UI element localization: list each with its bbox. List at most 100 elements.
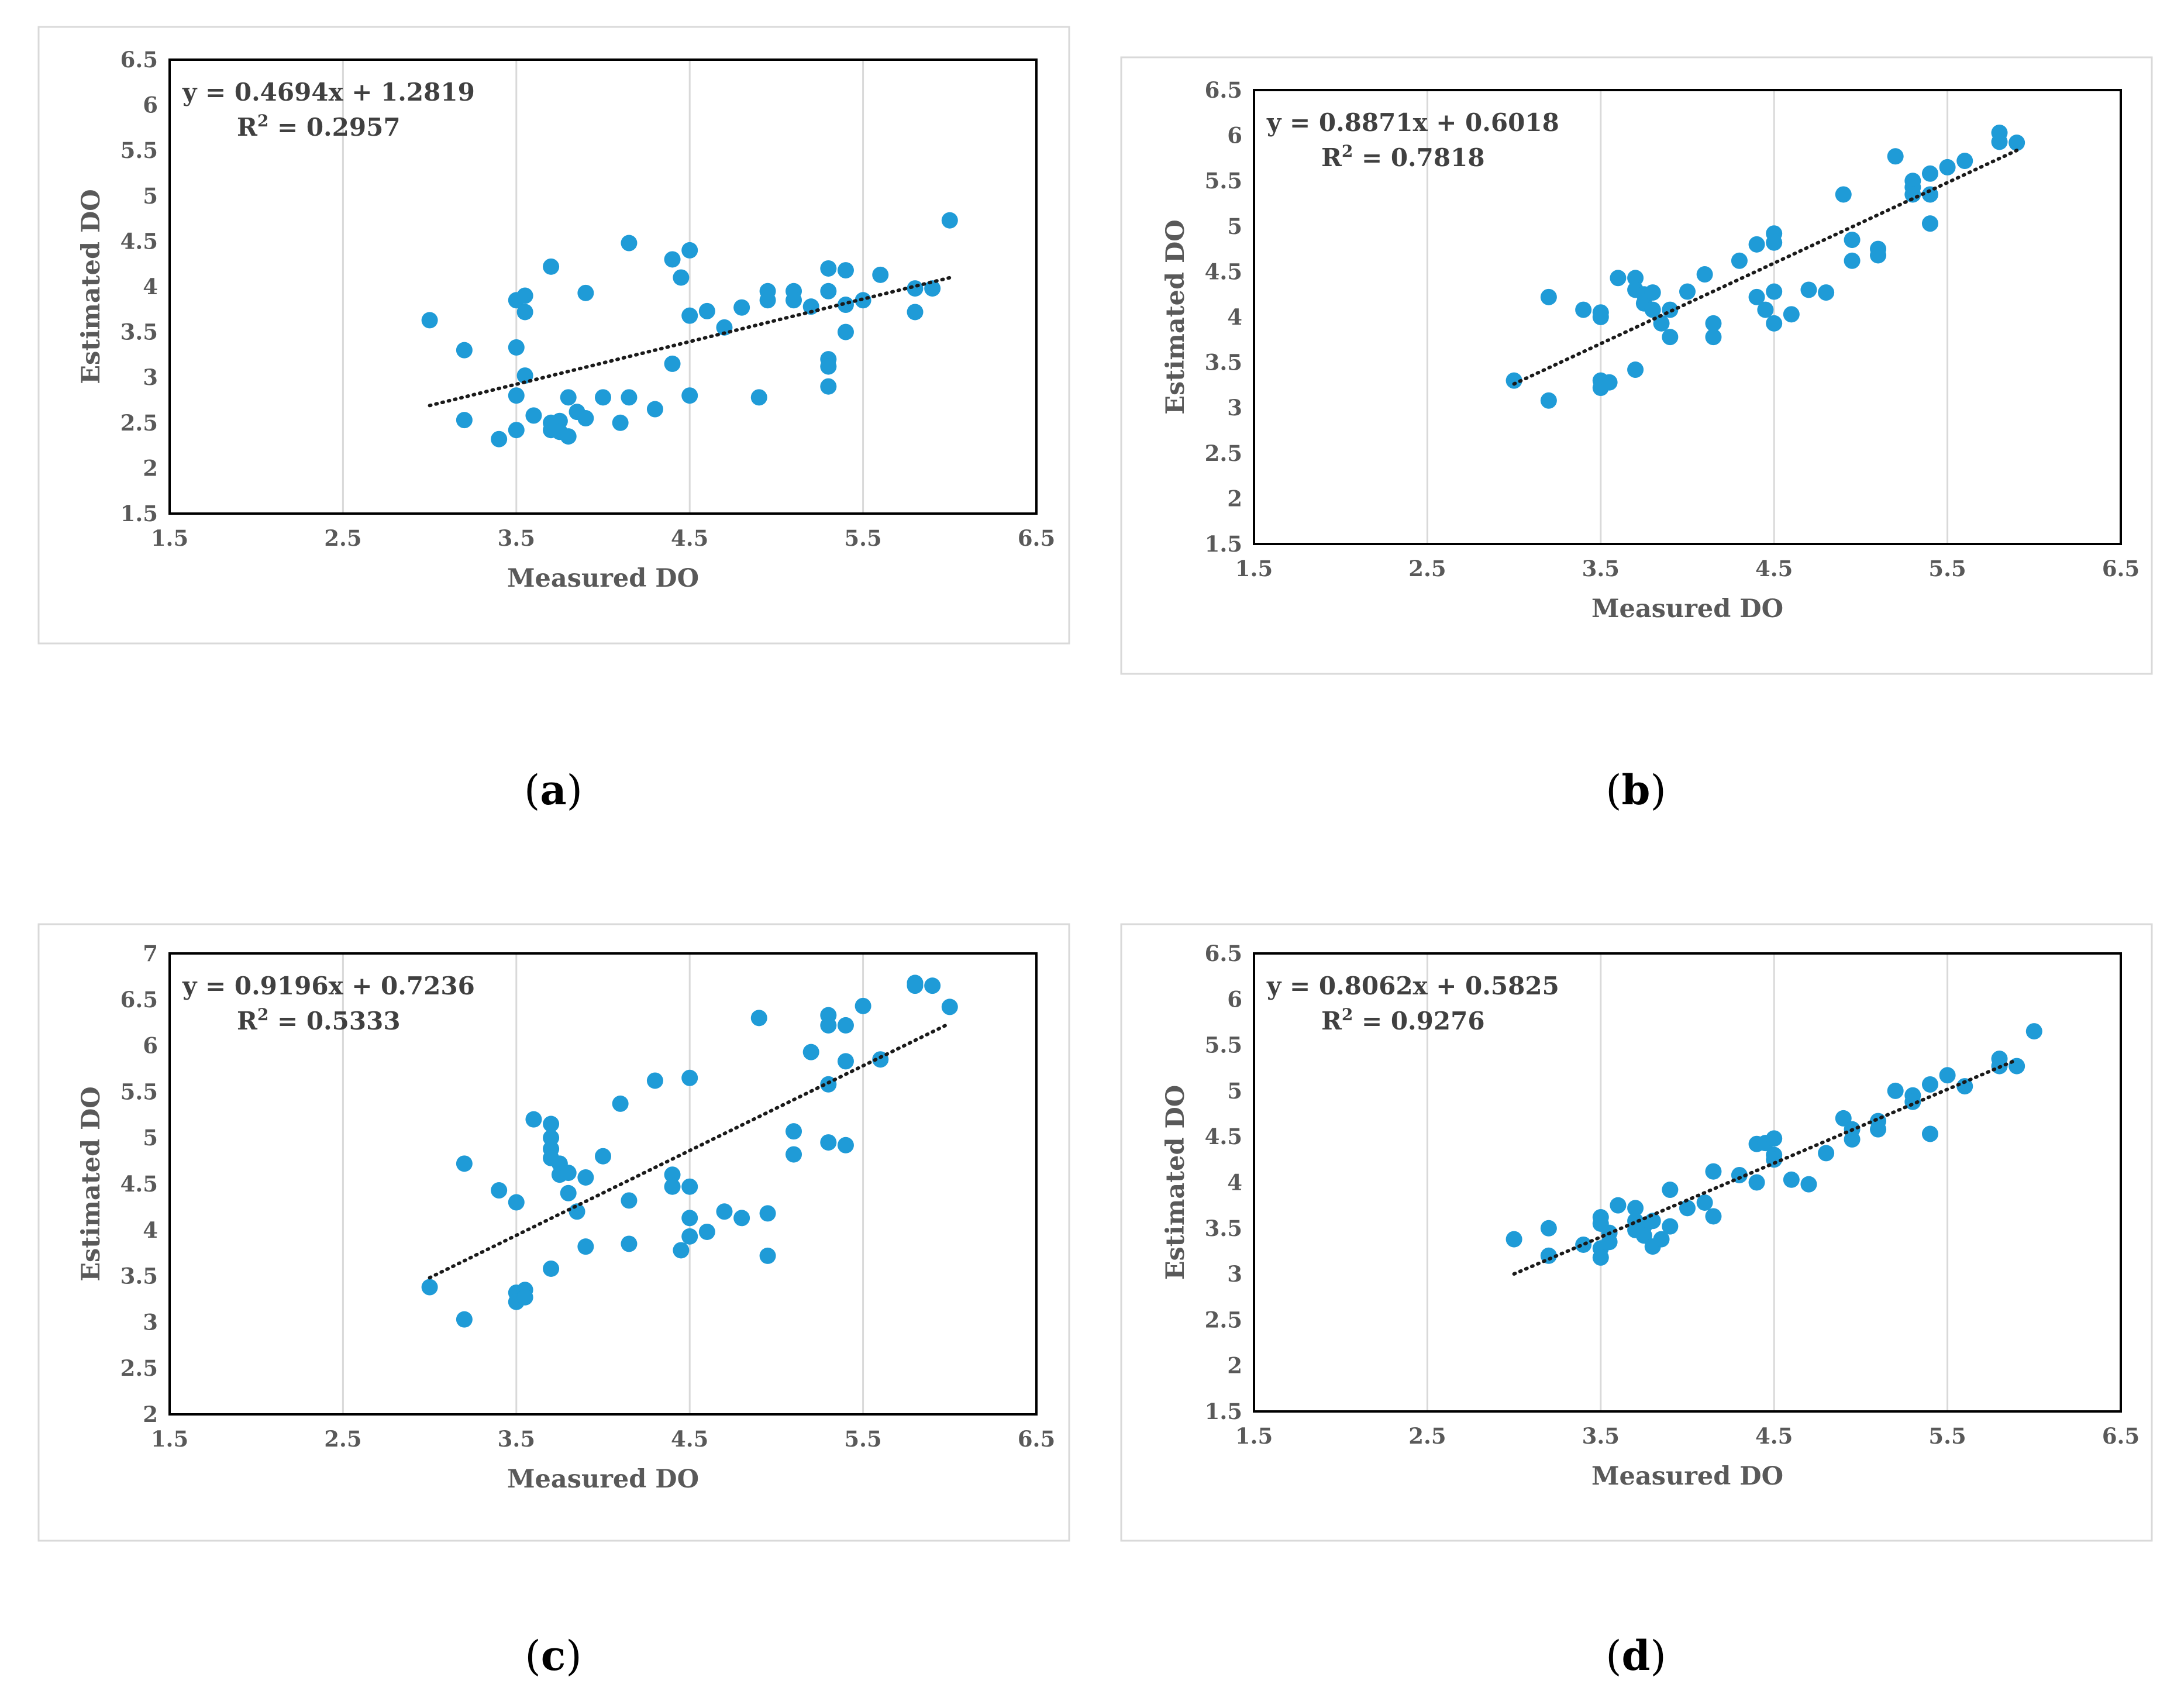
y-axis-label: Estimated DO	[77, 189, 106, 384]
y-tick-label: 4.5	[120, 228, 158, 254]
data-point	[1921, 1125, 1938, 1142]
data-point	[837, 1053, 854, 1070]
data-point	[612, 414, 629, 431]
y-tick-label: 6.5	[1205, 77, 1242, 103]
data-point	[456, 1155, 473, 1172]
y-tick-label: 5.5	[1205, 168, 1242, 194]
x-axis-label: Measured DO	[507, 564, 699, 593]
data-point	[820, 378, 837, 395]
panel-caption: (b)	[1606, 766, 1666, 814]
data-point	[681, 1210, 698, 1227]
y-tick-label: 6	[1227, 986, 1242, 1012]
data-point	[421, 1279, 438, 1296]
data-point	[1757, 301, 1774, 318]
data-point	[802, 298, 819, 315]
y-tick-label: 3.5	[1205, 1215, 1242, 1241]
data-point	[1956, 1078, 1973, 1095]
y-tick-label: 2.5	[120, 410, 158, 436]
panel-frame	[37, 923, 1070, 1542]
data-point	[1627, 1200, 1644, 1217]
data-point	[560, 389, 577, 406]
data-point	[1921, 1076, 1938, 1093]
y-tick-label: 4	[143, 274, 158, 299]
data-point	[820, 1017, 837, 1034]
chart-panel-a: 1.5 2.5 3.5 4.5 5.5 6.5 1.5 2 2.5 3 3.5 4 4.5 5 5.5 6 6.…	[37, 26, 1070, 814]
x-tick-label: 4.5	[671, 1426, 708, 1452]
data-point	[508, 422, 525, 439]
data-point	[1870, 247, 1887, 264]
data-point	[1835, 1110, 1852, 1127]
data-point	[1575, 301, 1592, 318]
x-tick-label: 5.5	[1928, 1423, 1966, 1449]
data-point	[1783, 1171, 1800, 1188]
x-tick-label: 1.5	[151, 525, 188, 551]
data-point	[1766, 283, 1783, 300]
data-point	[1835, 186, 1852, 203]
data-point	[1705, 329, 1722, 346]
data-point	[516, 1289, 533, 1306]
data-point	[456, 412, 473, 429]
data-point	[681, 387, 698, 404]
x-tick-label: 1.5	[1235, 1423, 1273, 1449]
data-point	[1748, 288, 1765, 305]
data-point	[508, 339, 525, 356]
data-point	[681, 1228, 698, 1245]
data-point	[733, 1210, 750, 1227]
y-tick-label: 2.5	[1205, 440, 1242, 466]
x-tick-label: 3.5	[1582, 1423, 1620, 1449]
data-point	[1818, 284, 1835, 301]
data-point	[1635, 1227, 1652, 1244]
y-tick-label: 4	[1227, 304, 1242, 330]
data-point	[673, 269, 690, 286]
trendline	[1512, 149, 2019, 386]
data-point	[1653, 1231, 1670, 1248]
r-squared-label: R2 = 0.7818	[1321, 142, 1485, 172]
data-point	[1870, 1121, 1887, 1138]
data-point	[1627, 361, 1644, 378]
x-tick-label: 1.5	[151, 1426, 188, 1452]
data-point	[941, 212, 958, 229]
data-point	[820, 260, 837, 277]
regression-equation: y = 0.8062x + 0.5825	[1266, 972, 1559, 1000]
chart-panel-b: 1.5 2.5 3.5 4.5 5.5 6.5 1.5 2 2.5 3 3.5 4 4.5 5 5.5 6 6.…	[1120, 56, 2153, 814]
data-point	[786, 292, 802, 309]
data-point	[1887, 148, 1904, 165]
data-point	[646, 1072, 663, 1089]
data-point	[491, 1182, 508, 1199]
data-point	[1644, 284, 1661, 301]
y-tick-label: 2	[143, 1401, 158, 1427]
data-point	[2025, 1023, 2042, 1040]
data-point	[1766, 1130, 1783, 1147]
data-point	[595, 1148, 611, 1165]
y-tick-label: 5.5	[1205, 1032, 1242, 1058]
data-point	[907, 304, 924, 321]
data-point	[1610, 1197, 1627, 1214]
data-point	[1731, 252, 1748, 269]
y-tick-label: 3	[143, 1309, 158, 1335]
data-point	[872, 266, 889, 283]
y-tick-label: 5	[143, 1125, 158, 1151]
data-point	[1610, 270, 1627, 287]
data-point	[1505, 372, 1522, 389]
data-point	[612, 1095, 629, 1112]
data-point	[1644, 1213, 1661, 1230]
data-point	[759, 292, 776, 309]
data-point	[491, 431, 508, 447]
data-point	[1939, 1067, 1956, 1084]
y-tick-label: 5	[1227, 1078, 1242, 1104]
chart-panel-d: 1.5 2.5 3.5 4.5 5.5 6.5 1.5 2 2.5 3 3.5 4 4.5 5 5.5 6 6.…	[1120, 923, 2153, 1680]
data-point	[924, 280, 941, 297]
data-point	[673, 1242, 690, 1259]
y-tick-label: 2	[143, 455, 158, 481]
data-point	[1679, 283, 1696, 300]
x-tick-label: 2.5	[324, 525, 361, 551]
x-tick-label: 4.5	[1755, 556, 1793, 581]
data-point	[560, 1165, 577, 1182]
trendline	[428, 1021, 952, 1280]
x-tick-label: 6.5	[1018, 525, 1055, 551]
data-point	[1540, 1220, 1557, 1237]
data-point	[907, 280, 924, 297]
data-point	[820, 283, 837, 299]
y-tick-label: 2	[1227, 1353, 1242, 1379]
data-point	[1921, 165, 1938, 182]
